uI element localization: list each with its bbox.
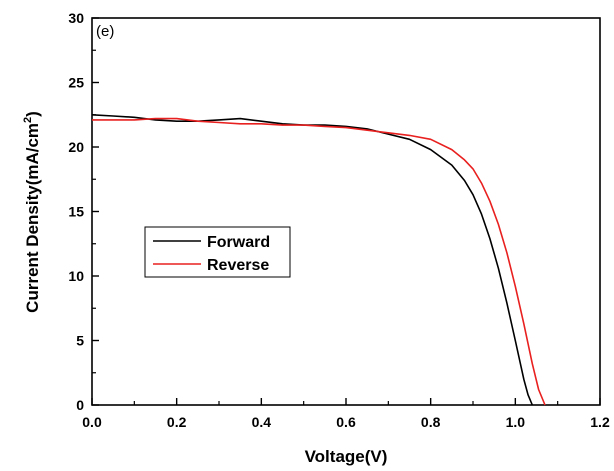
legend-box	[144, 226, 291, 278]
series-line-reverse	[92, 117, 546, 406]
x-tick-label: 1.2	[590, 414, 610, 430]
plot-area-frame	[91, 17, 601, 406]
y-tick-label: 0	[76, 397, 84, 413]
x-tick-label: 0.0	[82, 414, 102, 430]
x-tick-label: 1.0	[506, 414, 526, 430]
legend: Forward Reverse	[144, 226, 291, 278]
y-tick-label: 30	[68, 10, 84, 26]
legend-label-reverse: Reverse	[207, 257, 269, 274]
x-axis: 0.0 0.2 0.4 0.6 0.8 1.0 1.2	[82, 398, 610, 430]
y-axis-title: Current Density(mA/cm2)	[22, 111, 42, 313]
y-tick-label: 15	[68, 204, 84, 220]
y-axis-title-end: )	[23, 111, 42, 117]
x-axis-title: Voltage(V)	[305, 447, 388, 466]
y-axis-title-main: Current Density(mA/cm	[23, 123, 42, 313]
y-axis-title-sup: 2	[22, 117, 34, 123]
series-layer	[91, 114, 546, 406]
x-tick-label: 0.4	[252, 414, 272, 430]
panel-label: (e)	[96, 23, 114, 40]
y-tick-label: 10	[68, 268, 84, 284]
x-tick-label: 0.6	[336, 414, 356, 430]
y-tick-label: 5	[76, 333, 84, 349]
y-tick-label: 25	[68, 75, 84, 91]
y-axis: 0 5 10 15 20 25 30	[68, 10, 99, 413]
y-tick-label: 20	[68, 139, 84, 155]
x-tick-label: 0.2	[167, 414, 187, 430]
x-tick-label: 0.8	[421, 414, 441, 430]
legend-label-forward: Forward	[207, 234, 270, 251]
